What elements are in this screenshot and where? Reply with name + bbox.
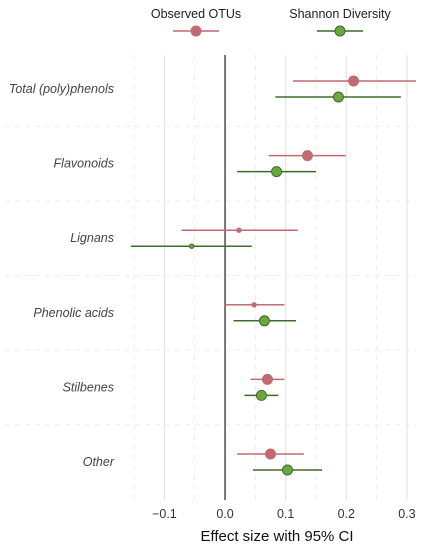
category-label: Total (poly)phenols xyxy=(9,82,114,96)
x-tick-label: 0.0 xyxy=(216,507,233,521)
point-estimate xyxy=(188,243,195,249)
grid-layer xyxy=(5,55,416,500)
category-label-layer: Total (poly)phenols Flavonoids Lignans Phen… xyxy=(9,82,115,469)
legend: Observed OTUs Shannon Diversity xyxy=(151,7,391,37)
legend-label: Observed OTUs xyxy=(151,7,241,21)
point-estimate-layer xyxy=(188,75,360,476)
point-estimate xyxy=(236,227,242,233)
point-estimate xyxy=(332,91,344,103)
point-estimate xyxy=(255,389,267,401)
point-estimate xyxy=(281,464,293,476)
category-label: Phenolic acids xyxy=(33,306,114,320)
legend-marker xyxy=(190,25,202,37)
x-tick-label-layer: −0.1 0.0 0.1 0.2 0.3 xyxy=(152,507,416,521)
x-axis-title: Effect size with 95% CI xyxy=(200,528,353,545)
x-tick-label: −0.1 xyxy=(152,507,177,521)
point-estimate xyxy=(348,75,360,87)
point-estimate xyxy=(271,166,283,178)
category-label: Flavonoids xyxy=(54,157,114,171)
point-estimate xyxy=(258,315,270,327)
category-label: Stilbenes xyxy=(63,380,114,394)
legend-marker xyxy=(334,25,346,37)
x-tick-label: 0.3 xyxy=(398,507,415,521)
category-label: Other xyxy=(83,455,115,469)
confidence-interval-layer xyxy=(131,80,416,471)
legend-label: Shannon Diversity xyxy=(289,7,391,21)
category-label: Lignans xyxy=(70,231,114,245)
x-tick-label: 0.1 xyxy=(277,507,294,521)
x-tick-label: 0.2 xyxy=(338,507,355,521)
point-estimate xyxy=(265,448,276,460)
point-estimate xyxy=(301,150,313,162)
point-estimate xyxy=(251,302,257,308)
point-estimate xyxy=(261,373,273,385)
